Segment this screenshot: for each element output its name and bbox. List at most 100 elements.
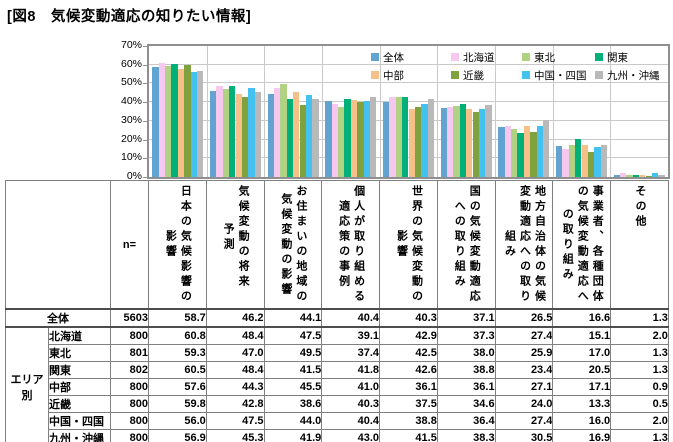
bar-北海道-cat8	[562, 148, 569, 177]
bar-東北-cat3	[280, 84, 287, 177]
bar-九州・沖縄-cat9	[658, 174, 665, 177]
legend-label: 関東	[607, 51, 628, 64]
table-cell: 1.3	[610, 308, 669, 328]
table-cell: 38.8	[436, 361, 496, 379]
legend-swatch-icon	[522, 53, 530, 61]
table-cell: 2.0	[610, 412, 669, 430]
table-cell: 59.8	[148, 395, 207, 413]
y-axis-label: 70%	[120, 39, 142, 51]
table-cell: 43.0	[321, 429, 381, 442]
legend-item-4: 関東	[595, 50, 667, 65]
table-cell: 45.3	[205, 429, 265, 442]
table-cell: 16.0	[552, 412, 612, 430]
table-cell: 26.5	[494, 308, 554, 328]
gridline-horizontal	[149, 63, 668, 65]
bar-全体-cat9	[613, 174, 621, 177]
table-cell: 44.0	[263, 412, 323, 430]
table-cell: 42.9	[379, 326, 438, 345]
row-label: 東北	[48, 344, 111, 362]
chart-plot-area	[147, 44, 670, 179]
legend-label: 北海道	[463, 51, 495, 64]
table-cell: 42.8	[205, 395, 265, 413]
legend-label: 中国・四国	[534, 69, 587, 82]
legend-label: 東北	[534, 51, 555, 64]
y-axis-tick	[143, 102, 147, 104]
legend-item-1: 全体	[371, 50, 451, 65]
column-header-text: 事業者、各種団体 の気候変動適応へ の取り組み	[561, 185, 604, 305]
bar-九州・沖縄-cat6	[485, 105, 492, 177]
table-cell: 17.0	[552, 344, 612, 362]
column-header-cat9: その他	[610, 180, 669, 310]
bar-関東-cat2	[229, 86, 236, 177]
bar-関東-cat9	[632, 174, 640, 177]
y-axis-label: 30%	[120, 113, 142, 126]
bar-東北-cat1	[165, 66, 172, 177]
row-group-label: エリア別	[5, 326, 49, 442]
table-cell: 46.2	[205, 308, 265, 328]
bar-近畿-cat2	[241, 96, 249, 177]
gridline-horizontal	[149, 82, 668, 84]
bar-中国・四国-cat8	[594, 147, 601, 177]
legend-item-6: 近畿	[451, 68, 522, 83]
legend-label: 九州・沖縄	[607, 69, 660, 82]
table-cell: 1.3	[610, 429, 669, 442]
bar-近畿-cat5	[414, 106, 422, 177]
bar-近畿-cat1	[184, 65, 191, 177]
chart-legend: 全体 北海道 東北 関東中部 近畿 中国・四国 九州・沖縄	[371, 48, 669, 84]
y-axis-label: 60%	[120, 57, 142, 70]
bar-中国・四国-cat1	[190, 72, 197, 177]
bar-東北-cat6	[453, 105, 460, 177]
bar-東北-cat8	[568, 145, 576, 177]
bar-東北-cat7	[511, 128, 518, 177]
y-axis-label: 10%	[120, 151, 142, 164]
bar-中部-cat6	[466, 109, 473, 177]
row-label: 関東	[48, 361, 111, 379]
table-cell: 56.0	[148, 412, 207, 430]
table-cell: 41.0	[321, 378, 381, 396]
bar-東北-cat4	[338, 107, 345, 177]
y-axis-tick	[143, 83, 147, 85]
table-cell: 45.5	[263, 378, 323, 396]
table-cell: 60.5	[148, 361, 207, 379]
table-cell: 44.1	[263, 308, 323, 328]
column-header-cat2: 気候変動の将来 予測	[205, 180, 265, 310]
legend-swatch-icon	[522, 71, 530, 79]
bar-全体-cat2	[210, 90, 217, 177]
table-cell: 23.4	[494, 361, 554, 379]
legend-label: 中部	[383, 69, 404, 82]
legend-item-3: 東北	[522, 50, 595, 65]
bar-中国・四国-cat6	[478, 108, 486, 177]
column-header-cat5: 世界の気候変動の 影響	[379, 180, 438, 310]
bar-中部-cat1	[177, 69, 185, 177]
n-value-cell: 800	[110, 326, 149, 345]
bar-九州・沖縄-cat5	[427, 99, 434, 177]
table-cell: 0.9	[610, 378, 669, 396]
table-cell: 37.1	[436, 308, 496, 328]
n-value-cell: 800	[110, 395, 149, 413]
table-cell: 2.0	[610, 326, 669, 345]
legend-item-7: 中国・四国	[522, 68, 595, 83]
bar-中部-cat2	[235, 94, 242, 177]
y-axis-tick	[143, 120, 147, 122]
table-cell: 57.6	[148, 378, 207, 396]
y-axis-tick	[143, 158, 147, 160]
bar-北海道-cat6	[447, 107, 454, 177]
legend-label: 全体	[383, 51, 404, 64]
table-cell: 48.4	[205, 361, 265, 379]
table-cell: 15.1	[552, 326, 612, 345]
n-value-cell: 801	[110, 344, 149, 362]
table-cell: 34.6	[436, 395, 496, 413]
bar-近畿-cat4	[357, 101, 364, 177]
legend-label: 近畿	[463, 69, 484, 82]
n-value-cell: 800	[110, 412, 149, 430]
bar-北海道-cat3	[274, 88, 281, 177]
table-cell: 41.8	[321, 361, 381, 379]
legend-swatch-icon	[371, 71, 379, 79]
bar-関東-cat4	[344, 98, 351, 177]
y-axis-tick	[143, 46, 147, 47]
column-header-text: 気候変動の将来 予測	[222, 185, 250, 290]
bar-全体-cat4	[325, 101, 332, 177]
bar-九州・沖縄-cat2	[254, 92, 261, 177]
bar-関東-cat8	[575, 138, 582, 177]
table-cell: 41.5	[263, 361, 323, 379]
